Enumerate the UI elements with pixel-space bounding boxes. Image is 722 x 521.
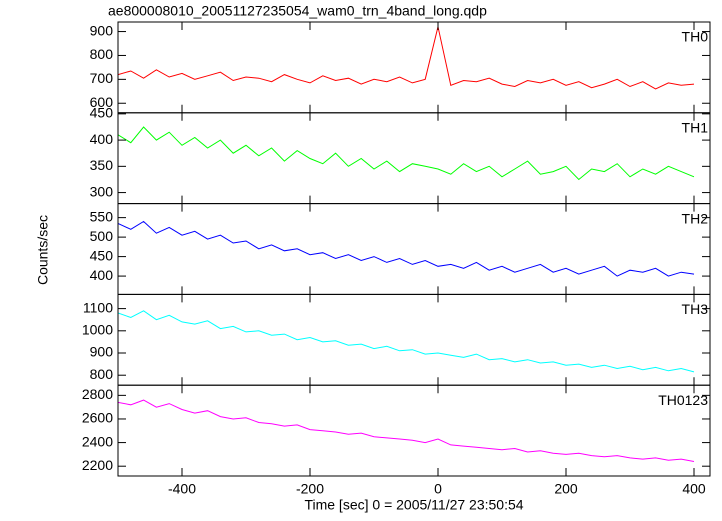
x-tick-label: 400 [682,481,706,497]
y-tick-label: 2400 [82,433,113,449]
y-tick-label: 2200 [82,457,113,473]
panel-frame [117,112,711,205]
y-tick-label: 400 [90,131,114,147]
x-tick-label: 200 [554,481,578,497]
y-tick-label: 450 [90,247,114,263]
y-tick-label: 2800 [82,386,113,402]
panel-label: TH0123 [658,392,708,408]
y-axis-label: Counts/sec [35,215,51,285]
panel-label: TH3 [682,301,709,317]
panel-frame [117,203,711,295]
y-tick-label: 600 [90,94,114,110]
y-tick-label: 1000 [82,322,113,338]
y-tick-label: 1100 [83,299,113,315]
y-tick-label: 300 [90,183,114,199]
data-line [118,26,695,90]
data-line [118,310,695,373]
panel-frame [117,293,711,386]
y-tick-label: 2600 [82,410,113,426]
data-line [118,126,695,181]
x-tick-label: -200 [296,481,324,497]
y-tick-label: 900 [90,344,114,360]
y-tick-label: 800 [90,366,114,382]
panel-frame [117,384,711,477]
y-tick-label: 550 [90,208,114,224]
panel-label: TH2 [682,210,709,226]
y-tick-label: 900 [90,22,114,38]
x-tick-label: 0 [434,481,442,497]
panel-frame [117,21,711,114]
y-tick-label: 450 [90,105,114,121]
x-tick-label: -400 [168,481,196,497]
y-tick-label: 800 [90,46,114,62]
panel-label: TH0 [682,29,709,45]
chart-title: ae800008010_20051127235054_wam0_trn_4ban… [108,3,487,19]
y-tick-label: 500 [90,228,114,244]
y-tick-label: 400 [90,267,114,283]
y-tick-label: 350 [90,157,114,173]
x-axis-label: Time [sec] 0 = 2005/11/27 23:50:54 [304,497,523,513]
data-line [118,399,695,462]
y-tick-label: 700 [90,70,114,86]
panel-label: TH1 [682,120,709,136]
data-line [118,220,695,277]
